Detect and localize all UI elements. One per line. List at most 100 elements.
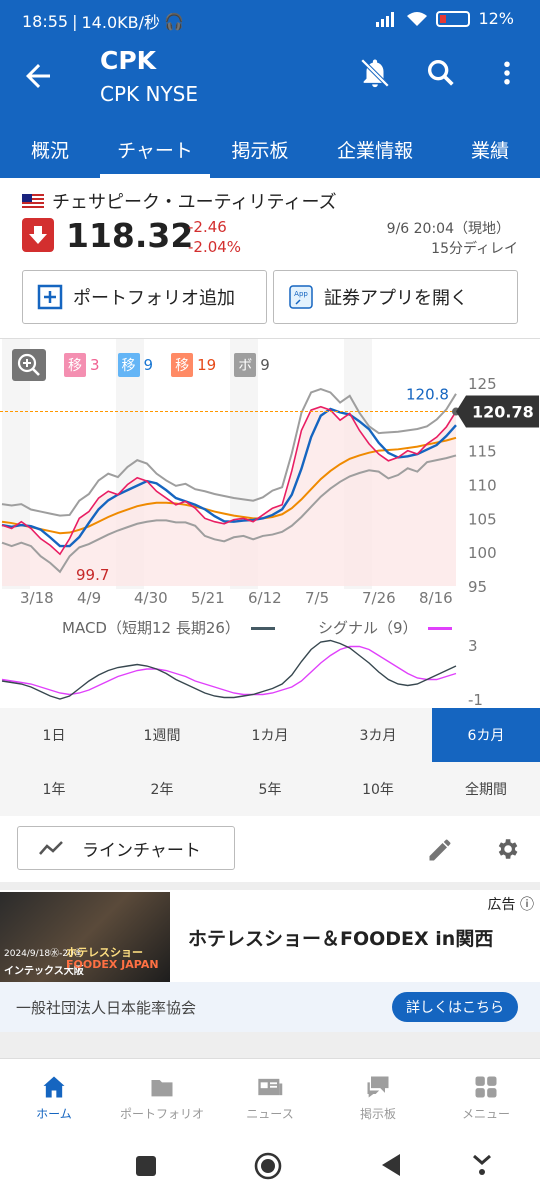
macd-tick-label: -1 xyxy=(468,691,483,709)
chart-area[interactable]: 125120115110105100953/184/94/305/216/127… xyxy=(0,338,540,709)
y-tick-label: 115 xyxy=(468,443,497,461)
ad-label: 広告 ⓘ xyxy=(487,897,534,913)
add-portfolio-button[interactable]: ポートフォリオ追加 xyxy=(22,270,267,324)
open-broker-app-button[interactable]: App 証券アプリを開く xyxy=(273,270,518,324)
period-0-0[interactable]: 1日 xyxy=(42,728,66,744)
chat-icon xyxy=(367,1076,389,1098)
nav-menu[interactable]: メニュー xyxy=(432,1059,540,1134)
pencil-icon[interactable] xyxy=(426,836,454,864)
price-chart[interactable]: 125120115110105100953/184/94/305/216/127… xyxy=(0,339,540,709)
wifi-icon xyxy=(407,11,428,26)
price-line xyxy=(1,405,457,556)
nav-news[interactable]: ニュース xyxy=(216,1059,324,1134)
x-tick-label: 5/21 xyxy=(191,589,225,607)
ad-title[interactable]: ホテレスショー＆FOODEX in関西 xyxy=(188,928,494,950)
x-tick-label: 7/26 xyxy=(362,589,396,607)
back-arrow-icon[interactable] xyxy=(20,58,56,94)
period-1-0[interactable]: 1年 xyxy=(42,782,66,798)
open-broker-label: 証券アプリを開く xyxy=(324,288,468,309)
price-change: -2.46 xyxy=(188,218,227,236)
period-0-1[interactable]: 1週間 xyxy=(143,728,181,744)
x-tick-label: 6/12 xyxy=(248,589,282,607)
folder-icon xyxy=(151,1080,173,1097)
period-1-3[interactable]: 10年 xyxy=(362,782,394,798)
app-bar: CPK CPK NYSE xyxy=(0,38,540,120)
more-vert-icon[interactable] xyxy=(492,56,522,90)
ma19-indicator[interactable]: 移 19 xyxy=(171,353,216,377)
last-price-tag xyxy=(456,395,539,428)
bollinger-lower-line xyxy=(1,454,457,574)
ticker-title: CPK xyxy=(100,46,157,75)
price-change-pct: -2.04% xyxy=(188,238,242,256)
signal-legend: シグナル（9） xyxy=(318,617,453,638)
plus-box-icon xyxy=(37,284,63,310)
nav-portfolio[interactable]: ポートフォリオ xyxy=(108,1059,216,1134)
line-chart-button[interactable]: ラインチャート xyxy=(17,826,235,870)
price-area xyxy=(2,406,456,586)
bottom-nav: ホーム ポートフォリオ ニュース 掲示板 メニュー xyxy=(0,1058,540,1134)
period-selector: 1日 1週間 1カ月 3カ月 6カ月 1年 2年 5年 10年 全期間 xyxy=(0,708,540,816)
low-label: 99.7 xyxy=(76,566,109,584)
home-icon xyxy=(43,1076,65,1098)
y-tick-label: 110 xyxy=(468,477,497,495)
ad-advertiser: 一般社団法人日本能率協会 xyxy=(16,999,197,1017)
period-1-4[interactable]: 全期間 xyxy=(465,782,507,798)
nav-board[interactable]: 掲示板 xyxy=(324,1059,432,1134)
ticker-exchange: CPK NYSE xyxy=(100,82,199,106)
period-0-3[interactable]: 3カ月 xyxy=(359,728,397,744)
battery-icon xyxy=(436,10,471,27)
chart-type-label: ラインチャート xyxy=(82,840,201,861)
status-time: 18:55 xyxy=(22,11,69,31)
chart-type-bar: ラインチャート xyxy=(0,816,540,882)
app-icon: App xyxy=(289,285,313,309)
period-0-4[interactable]: 6カ月 xyxy=(432,708,540,762)
y-tick-label: 125 xyxy=(468,375,497,393)
keyboard-hide-icon[interactable] xyxy=(470,1152,494,1178)
ad-banner[interactable]: 2024/9/18㊌-20㊎ インテックス大阪 ホテレスショー FOODEX J… xyxy=(0,890,540,982)
y-tick-label: 100 xyxy=(468,544,497,562)
tab-board[interactable]: 掲示板 xyxy=(231,139,289,162)
company-name: チェサピーク・ユーティリティーズ xyxy=(52,192,337,213)
search-icon[interactable] xyxy=(424,56,458,90)
x-tick-label: 4/30 xyxy=(134,589,168,607)
system-nav xyxy=(0,1134,540,1200)
period-1-1[interactable]: 2年 xyxy=(150,782,174,798)
period-1-2[interactable]: 5年 xyxy=(258,782,282,798)
tab-overview[interactable]: 概況 xyxy=(30,139,69,162)
zoom-icon[interactable] xyxy=(12,349,46,381)
x-tick-label: 3/18 xyxy=(20,589,54,607)
home-button-icon[interactable] xyxy=(254,1152,282,1180)
news-icon xyxy=(258,1078,283,1096)
nav-home[interactable]: ホーム xyxy=(0,1059,108,1134)
tab-results[interactable]: 業績 xyxy=(470,139,509,162)
bollinger-upper-line xyxy=(1,388,457,517)
ad-image[interactable]: 2024/9/18㊌-20㊎ インテックス大阪 ホテレスショー FOODEX J… xyxy=(0,892,170,982)
ad-footer: 一般社団法人日本能率協会 詳しくはこちら xyxy=(0,982,540,1032)
period-0-2[interactable]: 1カ月 xyxy=(251,728,289,744)
status-net: 14.0KB/秒 xyxy=(81,13,161,32)
signal-line xyxy=(1,645,457,696)
recent-apps-icon[interactable] xyxy=(134,1154,158,1178)
battery-text: 12% xyxy=(478,9,514,28)
x-tick-label: 8/16 xyxy=(419,589,453,607)
back-button-icon[interactable] xyxy=(380,1152,404,1178)
down-arrow-icon xyxy=(22,218,54,252)
high-label: 120.8 xyxy=(406,385,449,403)
svg-text:App: App xyxy=(294,290,308,298)
tab-chart[interactable]: チャート xyxy=(100,120,210,178)
headphone-icon: 🎧 xyxy=(164,11,184,31)
info-icon[interactable]: ⓘ xyxy=(520,897,534,913)
ad-cta-button[interactable]: 詳しくはこちら xyxy=(392,992,518,1022)
bell-off-icon[interactable] xyxy=(358,56,392,90)
tab-company[interactable]: 企業情報 xyxy=(336,139,413,162)
macd-line xyxy=(1,639,457,700)
price: 118.32 xyxy=(66,216,194,255)
macd-legend: MACD（短期12 長期26） xyxy=(62,617,275,638)
status-bar: 18:55 | 14.0KB/秒 🎧 12% xyxy=(0,0,540,38)
gear-icon[interactable] xyxy=(494,836,520,862)
y-tick-label: 95 xyxy=(468,578,487,596)
y-tick-label: 105 xyxy=(468,510,497,528)
